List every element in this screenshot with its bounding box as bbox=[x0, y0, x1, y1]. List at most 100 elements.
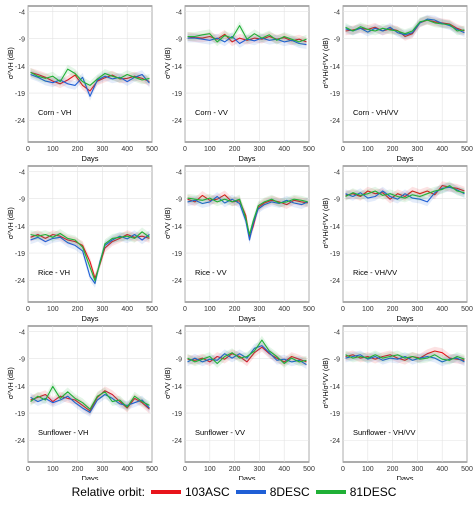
y-tick-label: -9 bbox=[19, 197, 25, 204]
x-tick-label: 0 bbox=[26, 306, 30, 313]
x-tick-label: 100 bbox=[362, 146, 374, 153]
x-axis-label: Days bbox=[238, 474, 255, 480]
series-band-8desc bbox=[345, 14, 465, 40]
y-tick-label: -19 bbox=[172, 91, 182, 98]
x-axis-label: Days bbox=[396, 314, 413, 323]
y-tick-label: -14 bbox=[330, 64, 340, 71]
x-axis-label: Days bbox=[81, 474, 98, 480]
y-tick-label: -4 bbox=[176, 169, 182, 176]
series-band-81desc bbox=[187, 335, 307, 368]
panel-label-corn-vh: Corn - VH bbox=[38, 108, 71, 117]
x-tick-label: 500 bbox=[146, 146, 158, 153]
series-band-103asc bbox=[30, 68, 150, 96]
panel-label-rice-vh-vv: Rice - VH/VV bbox=[353, 268, 397, 277]
x-tick-label: 200 bbox=[387, 306, 399, 313]
x-tick-label: 400 bbox=[121, 146, 133, 153]
series-line-103asc bbox=[345, 185, 465, 200]
x-tick-label: 500 bbox=[303, 466, 315, 473]
series-line-81desc bbox=[345, 19, 465, 35]
y-tick-label: -19 bbox=[15, 91, 25, 98]
x-tick-label: 0 bbox=[341, 306, 345, 313]
x-tick-label: 200 bbox=[229, 146, 241, 153]
x-tick-label: 300 bbox=[412, 146, 424, 153]
x-tick-label: 0 bbox=[183, 306, 187, 313]
series-line-103asc bbox=[30, 71, 150, 92]
y-axis-label: σ⁰VH/σ⁰VV (dB) bbox=[322, 358, 330, 408]
x-tick-label: 300 bbox=[412, 466, 424, 473]
y-axis-label: σ⁰VH (dB) bbox=[7, 367, 15, 399]
x-tick-label: 0 bbox=[183, 466, 187, 473]
y-tick-label: -4 bbox=[176, 329, 182, 336]
series-band-8desc bbox=[187, 32, 307, 49]
x-tick-label: 500 bbox=[461, 466, 473, 473]
y-tick-label: -24 bbox=[15, 118, 25, 125]
panel-frame-rice-vh bbox=[27, 165, 153, 303]
x-tick-label: 500 bbox=[461, 146, 473, 153]
y-tick-label: -9 bbox=[176, 357, 182, 364]
x-tick-label: 0 bbox=[341, 146, 345, 153]
y-tick-label: -9 bbox=[176, 197, 182, 204]
y-tick-label: -14 bbox=[15, 64, 25, 71]
legend-item-103asc: 103ASC bbox=[150, 485, 230, 499]
x-tick-label: 100 bbox=[204, 306, 216, 313]
y-tick-label: -4 bbox=[334, 329, 340, 336]
series-band-81desc bbox=[30, 64, 150, 90]
y-tick-label: -14 bbox=[172, 384, 182, 391]
y-tick-label: -19 bbox=[330, 251, 340, 258]
y-tick-label: -14 bbox=[15, 224, 25, 231]
y-tick-label: -9 bbox=[334, 37, 340, 44]
y-tick-label: -24 bbox=[330, 438, 340, 445]
y-tick-label: -24 bbox=[15, 278, 25, 285]
y-tick-label: -24 bbox=[15, 438, 25, 445]
x-axis-label: Days bbox=[238, 154, 255, 163]
panel-frame-corn-vv bbox=[184, 5, 310, 143]
x-tick-label: 400 bbox=[436, 306, 448, 313]
x-tick-label: 100 bbox=[47, 146, 59, 153]
y-tick-label: -4 bbox=[19, 169, 25, 176]
legend-swatch-8desc bbox=[235, 490, 266, 494]
y-tick-label: -19 bbox=[172, 411, 182, 418]
panel-label-corn-vh-vv: Corn - VH/VV bbox=[353, 108, 398, 117]
x-tick-label: 300 bbox=[97, 466, 109, 473]
legend-label-81desc: 81DESC bbox=[349, 485, 397, 499]
series-band-81desc bbox=[30, 227, 150, 286]
x-tick-label: 200 bbox=[72, 466, 84, 473]
x-tick-label: 300 bbox=[254, 146, 266, 153]
x-tick-label: 100 bbox=[362, 466, 374, 473]
y-tick-label: -19 bbox=[330, 91, 340, 98]
x-tick-label: 500 bbox=[461, 306, 473, 313]
y-tick-label: -4 bbox=[19, 9, 25, 16]
x-tick-label: 300 bbox=[254, 306, 266, 313]
x-tick-label: 300 bbox=[412, 306, 424, 313]
y-axis-label: σ⁰VH (dB) bbox=[7, 47, 15, 79]
series-line-8desc bbox=[30, 393, 150, 414]
panel-frame-sunflower-vv bbox=[184, 325, 310, 463]
x-tick-label: 200 bbox=[387, 146, 399, 153]
x-tick-label: 300 bbox=[97, 146, 109, 153]
y-tick-label: -24 bbox=[330, 118, 340, 125]
y-tick-label: -24 bbox=[330, 278, 340, 285]
y-axis-label: σ⁰VV (dB) bbox=[164, 207, 172, 239]
x-tick-label: 200 bbox=[387, 466, 399, 473]
x-tick-label: 0 bbox=[26, 146, 30, 153]
x-tick-label: 500 bbox=[146, 306, 158, 313]
y-tick-label: -9 bbox=[176, 37, 182, 44]
series-band-8desc bbox=[187, 192, 308, 245]
series-band-81desc bbox=[30, 382, 150, 414]
series-line-81desc bbox=[187, 197, 308, 236]
series-band-103asc bbox=[30, 386, 150, 416]
x-axis-label: Days bbox=[81, 154, 98, 163]
y-axis-label: σ⁰VV (dB) bbox=[164, 367, 172, 399]
x-tick-label: 400 bbox=[436, 466, 448, 473]
panel-frame-rice-vh-vv bbox=[342, 165, 468, 303]
y-tick-label: -4 bbox=[176, 9, 182, 16]
x-tick-label: 500 bbox=[303, 306, 315, 313]
x-axis-label: Days bbox=[81, 314, 98, 323]
y-tick-label: -9 bbox=[334, 357, 340, 364]
x-tick-label: 100 bbox=[47, 466, 59, 473]
y-tick-label: -9 bbox=[334, 197, 340, 204]
legend-label-8desc: 8DESC bbox=[269, 485, 310, 499]
legend-title: Relative orbit: bbox=[71, 485, 145, 499]
legend-swatch-103asc bbox=[150, 490, 181, 494]
y-tick-label: -24 bbox=[172, 438, 182, 445]
